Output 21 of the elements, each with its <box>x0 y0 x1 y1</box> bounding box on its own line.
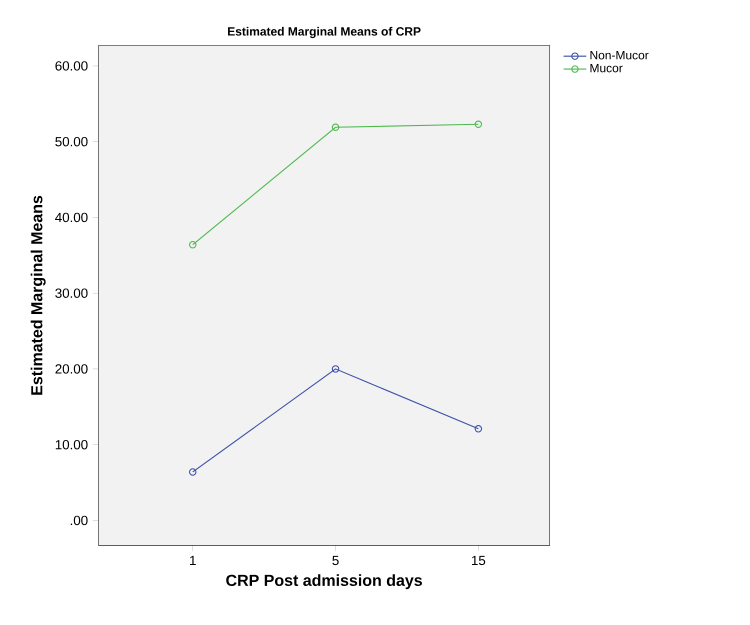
point <box>474 120 482 128</box>
point <box>474 425 482 433</box>
legend-label: Mucor <box>590 64 623 72</box>
y-tick-label: 20.00 <box>55 364 88 374</box>
y-tick-label: 10.00 <box>56 440 88 450</box>
y-tick-label: 40.00 <box>55 212 88 222</box>
x-tick-label: 15 <box>472 556 486 566</box>
x-axis-title: CRP Post admission days <box>226 574 422 590</box>
point <box>332 365 340 373</box>
point <box>332 124 340 132</box>
x-tick-label: 5 <box>332 556 339 566</box>
chart-title: Estimated Marginal Means of CRP <box>228 26 421 38</box>
point <box>189 240 196 248</box>
y-tick-label: 50.00 <box>55 136 88 146</box>
y-axis-title: Estimated Marginal Means <box>30 196 46 395</box>
y-tick-label: 30.00 <box>55 288 88 298</box>
legend-label: Non-Mucor <box>590 51 649 60</box>
x-tick-label: 1 <box>190 556 196 565</box>
y-tick-label: 60.00 <box>55 61 88 71</box>
point <box>189 468 196 476</box>
y-tick-label: .00 <box>70 516 88 526</box>
